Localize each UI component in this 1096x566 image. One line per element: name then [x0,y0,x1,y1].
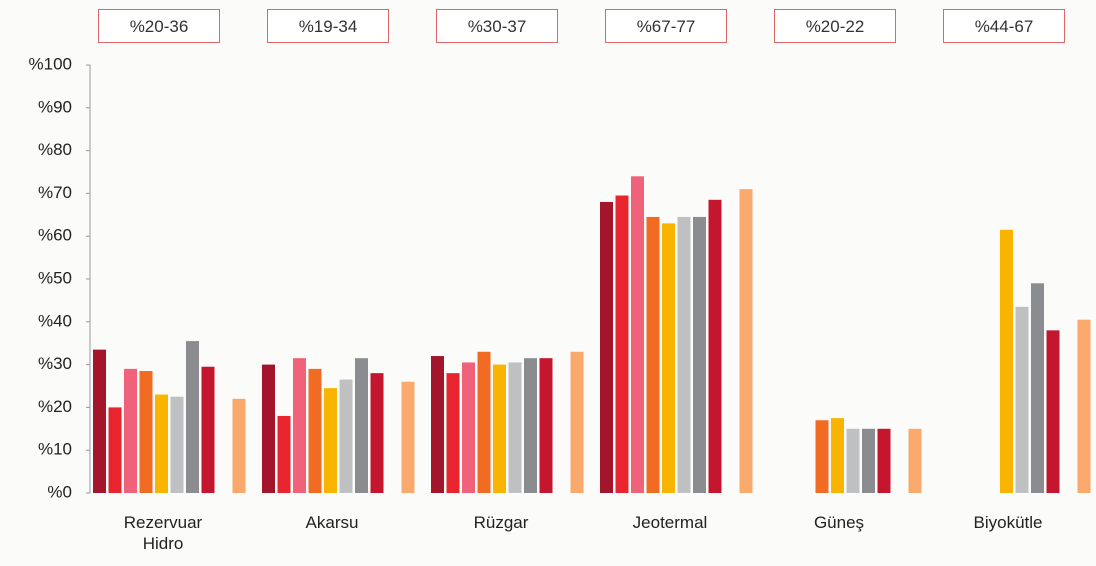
bar [324,388,337,493]
bar [615,195,629,494]
x-tick-label: Güneş [813,513,865,532]
bar [1046,330,1060,493]
bar [308,368,322,493]
y-tick-label: %40 [38,311,72,330]
bar [908,428,922,493]
range-annotation: %67-77 [605,9,727,43]
bar [293,358,306,493]
x-tick-label: Rezervuar Hidro [123,513,203,553]
bar [693,216,706,493]
bar [355,358,368,493]
bar [662,223,675,494]
y-tick-label: %70 [38,183,72,202]
bar [477,351,491,493]
x-tick-label: Jeotermal [632,513,708,532]
bar [124,368,137,493]
bar [631,176,644,493]
bar [401,381,415,493]
bar [877,428,891,493]
bar [815,420,829,493]
range-annotation: %44-67 [943,9,1065,43]
y-tick-label: %0 [47,482,72,501]
bar [339,379,353,493]
bar [708,199,722,493]
bar [677,216,691,493]
bar [539,358,553,493]
bar [600,201,613,493]
bar [493,364,506,493]
y-tick-label: %30 [38,354,72,373]
bar [370,373,384,493]
bar [846,428,860,493]
range-annotation: %30-37 [436,9,558,43]
x-tick-label: Biyokütle [973,513,1043,532]
bar [1031,283,1044,493]
bar [524,358,537,493]
y-tick-label: %10 [38,440,72,459]
bar [155,394,168,493]
bar [1077,319,1091,493]
x-tick-label: Akarsu [305,513,359,532]
bar [277,415,291,493]
bar [570,351,584,493]
bar [446,373,460,493]
range-annotation: %20-36 [98,9,220,43]
bar [201,366,215,493]
bar [739,189,753,493]
bar [1000,229,1013,493]
bar [831,418,844,493]
bar [462,362,475,493]
bar [646,216,660,493]
y-tick-label: %90 [38,97,72,116]
range-annotation: %19-34 [267,9,389,43]
bar [431,356,444,493]
bar [108,407,122,493]
bar [862,428,875,493]
y-tick-label: %50 [38,268,72,287]
y-tick-label: %80 [38,140,72,159]
bar [232,398,246,493]
range-annotation: %20-22 [774,9,896,43]
bar [93,349,106,493]
y-tick-label: %100 [29,54,72,73]
bar [1015,306,1029,493]
bar [186,341,199,493]
bar [139,371,153,493]
x-tick-label: Rüzgar [473,513,529,532]
y-tick-label: %20 [38,397,72,416]
bar [170,396,184,493]
bar [508,362,522,493]
bar [262,364,275,493]
y-tick-label: %60 [38,226,72,245]
